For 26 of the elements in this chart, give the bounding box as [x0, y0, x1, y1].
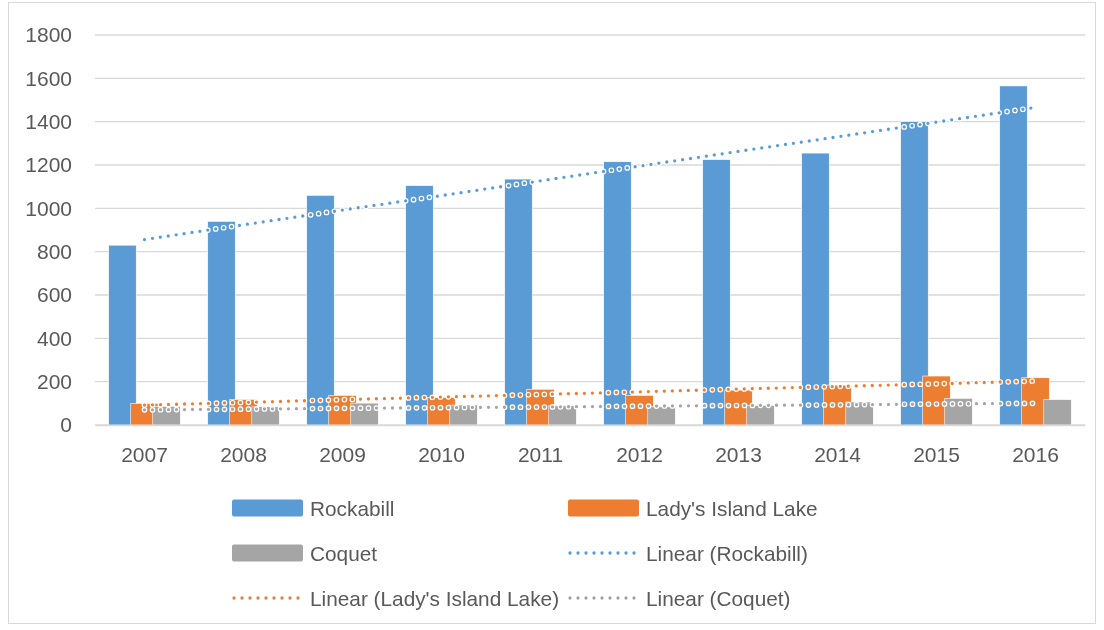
y-tick-label: 200	[36, 369, 72, 393]
legend-label: Linear (Rockabill)	[646, 541, 808, 565]
y-tick-label: 1000	[25, 196, 72, 220]
y-tick-label: 1400	[25, 109, 72, 133]
x-tick-label: 2009	[319, 442, 366, 466]
legend-label: Coquet	[310, 541, 378, 565]
y-tick-label: 400	[36, 326, 72, 350]
legend-label: Lady's Island Lake	[646, 496, 818, 520]
y-tick-label: 1800	[25, 23, 72, 47]
x-tick-label: 2008	[220, 442, 267, 466]
y-tick-label: 800	[36, 239, 72, 263]
y-tick-label: 1600	[25, 66, 72, 90]
y-tick-label: 1200	[25, 153, 72, 177]
x-tick-label: 2016	[1012, 442, 1059, 466]
x-tick-label: 2014	[814, 442, 862, 466]
legend-label: Rockabill	[310, 496, 395, 520]
x-tick-label: 2007	[121, 442, 168, 466]
y-tick-label: 600	[36, 283, 72, 307]
y-tick-label: 0	[60, 413, 72, 437]
x-tick-label: 2010	[418, 442, 465, 466]
legend-label: Linear (Lady's Island Lake)	[310, 586, 560, 610]
x-tick-label: 2012	[616, 442, 663, 466]
legend-label: Linear (Coquet)	[646, 586, 791, 610]
x-tick-label: 2015	[913, 442, 960, 466]
x-tick-label: 2013	[715, 442, 762, 466]
x-tick-label: 2011	[517, 442, 564, 466]
